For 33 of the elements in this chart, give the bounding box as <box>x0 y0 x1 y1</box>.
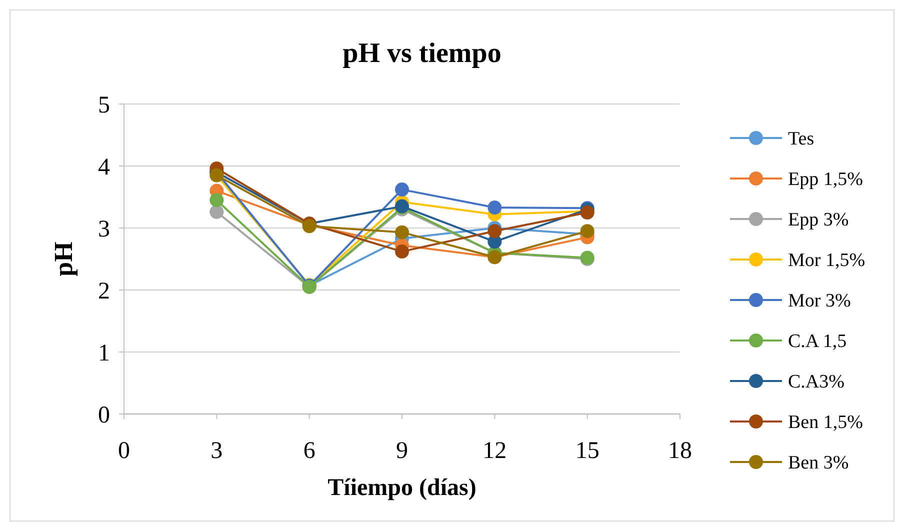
y-tick-label: 0 <box>98 402 110 428</box>
legend-label: Mor 1,5% <box>788 250 866 272</box>
legend-label: C.A 1,5 <box>788 331 847 352</box>
point <box>395 225 409 240</box>
x-tick-label: 15 <box>575 438 600 464</box>
point <box>210 204 224 219</box>
y-tick-label: 2 <box>98 278 110 304</box>
legend-label: C.A3% <box>788 372 845 393</box>
x-axis-title: Tíiempo (días) <box>328 475 476 501</box>
point <box>488 224 502 238</box>
legend-label: Tes <box>788 128 814 150</box>
x-tick-label: 3 <box>210 438 223 464</box>
point <box>488 200 502 215</box>
legend-label: Epp 1,5% <box>788 169 864 190</box>
point <box>210 193 224 208</box>
legend-label: Epp 3% <box>788 210 849 231</box>
y-tick-label: 4 <box>98 154 110 180</box>
point <box>395 244 409 259</box>
legend-label: Ben 3% <box>788 452 849 474</box>
x-tick-label: 9 <box>396 438 408 464</box>
x-tick-label: 18 <box>668 438 692 464</box>
legend-label: Mor 3% <box>788 290 851 312</box>
x-tick-label: 12 <box>482 438 507 464</box>
y-tick-label: 5 <box>98 92 110 118</box>
x-tick-label: 6 <box>303 438 316 464</box>
y-tick-label: 3 <box>98 216 110 242</box>
x-tick-label: 0 <box>118 438 130 464</box>
point <box>580 224 594 238</box>
y-tick-label: 1 <box>98 340 110 366</box>
y-axis-title: pH <box>49 242 78 276</box>
chart-title: pH vs tiempo <box>342 38 502 69</box>
legend-label: Ben 1,5% <box>788 412 864 434</box>
point <box>395 182 409 197</box>
